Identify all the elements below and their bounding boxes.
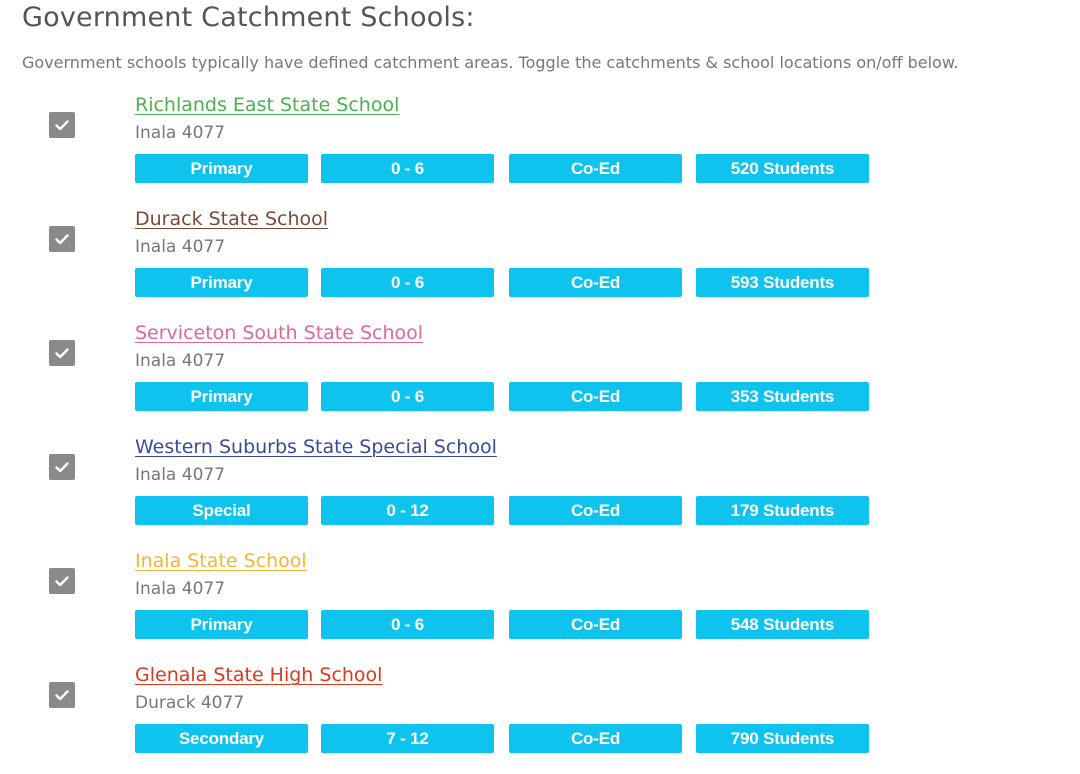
school-type-badge: Primary [135, 382, 308, 411]
school-item-glenala: Glenala State High School Durack 4077 Se… [0, 660, 1080, 774]
year-levels-badge: 0 - 6 [321, 154, 494, 183]
catchment-toggle-checkbox[interactable] [49, 568, 75, 594]
catchment-toggle-checkbox[interactable] [49, 112, 75, 138]
school-item-richlands-east: Richlands East State School Inala 4077 P… [0, 90, 1080, 204]
school-item-western-suburbs: Western Suburbs State Special School Ina… [0, 432, 1080, 546]
intro-text: Government schools typically have define… [22, 53, 959, 72]
school-item-inala: Inala State School Inala 4077 Primary 0 … [0, 546, 1080, 660]
year-levels-badge: 0 - 6 [321, 610, 494, 639]
school-name-link[interactable]: Durack State School [135, 208, 329, 230]
year-levels-badge: 0 - 12 [321, 496, 494, 525]
checkmark-icon [55, 462, 69, 473]
school-suburb: Inala 4077 [135, 351, 226, 371]
school-type-badge: Primary [135, 268, 308, 297]
enrolment-badge: 790 Students [696, 724, 869, 753]
school-name-link[interactable]: Inala State School [135, 550, 307, 572]
checkmark-icon [55, 348, 69, 359]
school-type-badge: Primary [135, 154, 308, 183]
year-levels-badge: 7 - 12 [321, 724, 494, 753]
school-type-badge: Special [135, 496, 308, 525]
school-type-badge: Primary [135, 610, 308, 639]
enrolment-badge: 353 Students [696, 382, 869, 411]
school-name-link[interactable]: Western Suburbs State Special School [135, 436, 497, 458]
school-name-link[interactable]: Glenala State High School [135, 664, 383, 686]
checkmark-icon [55, 690, 69, 701]
catchment-toggle-checkbox[interactable] [49, 454, 75, 480]
gender-badge: Co-Ed [509, 382, 682, 411]
year-levels-badge: 0 - 6 [321, 382, 494, 411]
school-suburb: Durack 4077 [135, 693, 245, 713]
enrolment-badge: 548 Students [696, 610, 869, 639]
school-name-link[interactable]: Richlands East State School [135, 94, 400, 116]
checkmark-icon [55, 576, 69, 587]
checkmark-icon [55, 120, 69, 131]
catchment-toggle-checkbox[interactable] [49, 682, 75, 708]
gender-badge: Co-Ed [509, 610, 682, 639]
catchment-toggle-checkbox[interactable] [49, 340, 75, 366]
school-suburb: Inala 4077 [135, 579, 226, 599]
school-item-serviceton-south: Serviceton South State School Inala 4077… [0, 318, 1080, 432]
school-suburb: Inala 4077 [135, 465, 226, 485]
page-title: Government Catchment Schools: [22, 2, 475, 33]
school-suburb: Inala 4077 [135, 237, 226, 257]
school-name-link[interactable]: Serviceton South State School [135, 322, 424, 344]
enrolment-badge: 520 Students [696, 154, 869, 183]
enrolment-badge: 593 Students [696, 268, 869, 297]
enrolment-badge: 179 Students [696, 496, 869, 525]
gender-badge: Co-Ed [509, 268, 682, 297]
gender-badge: Co-Ed [509, 154, 682, 183]
catchment-toggle-checkbox[interactable] [49, 226, 75, 252]
gender-badge: Co-Ed [509, 496, 682, 525]
school-suburb: Inala 4077 [135, 123, 226, 143]
school-item-durack: Durack State School Inala 4077 Primary 0… [0, 204, 1080, 318]
school-type-badge: Secondary [135, 724, 308, 753]
gender-badge: Co-Ed [509, 724, 682, 753]
year-levels-badge: 0 - 6 [321, 268, 494, 297]
school-list: Richlands East State School Inala 4077 P… [0, 90, 1080, 774]
checkmark-icon [55, 234, 69, 245]
